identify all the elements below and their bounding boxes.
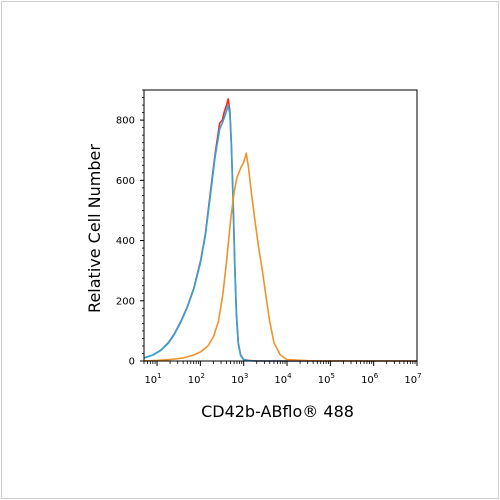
y-tick-label: 200 <box>116 296 135 307</box>
x-axis-title: CD42b-ABflo® 488 <box>201 402 354 421</box>
y-axis-title: Relative Cell Number <box>85 144 104 313</box>
x-tick-label: 106 <box>361 372 379 386</box>
x-tick-label: 107 <box>404 372 421 386</box>
x-tick-label: 103 <box>231 372 248 386</box>
plot-area-border <box>143 89 418 362</box>
x-tick-label: 101 <box>144 372 161 386</box>
series-line-1 <box>143 98 417 362</box>
series-line-2 <box>143 104 417 362</box>
y-tick-label: 0 <box>129 357 135 368</box>
y-tick-label: 800 <box>116 116 135 127</box>
y-tick-label: 400 <box>116 236 135 247</box>
series-layer <box>143 98 417 362</box>
x-tick-label: 105 <box>318 372 335 386</box>
axes-layer: 0 200 400 600 800 101 102 103 104 105 106 107 <box>116 89 422 386</box>
x-tick-label: 104 <box>274 372 292 386</box>
x-tick-label: 102 <box>188 372 205 386</box>
series-line-3 <box>143 152 417 362</box>
y-tick-label: 600 <box>116 176 135 187</box>
